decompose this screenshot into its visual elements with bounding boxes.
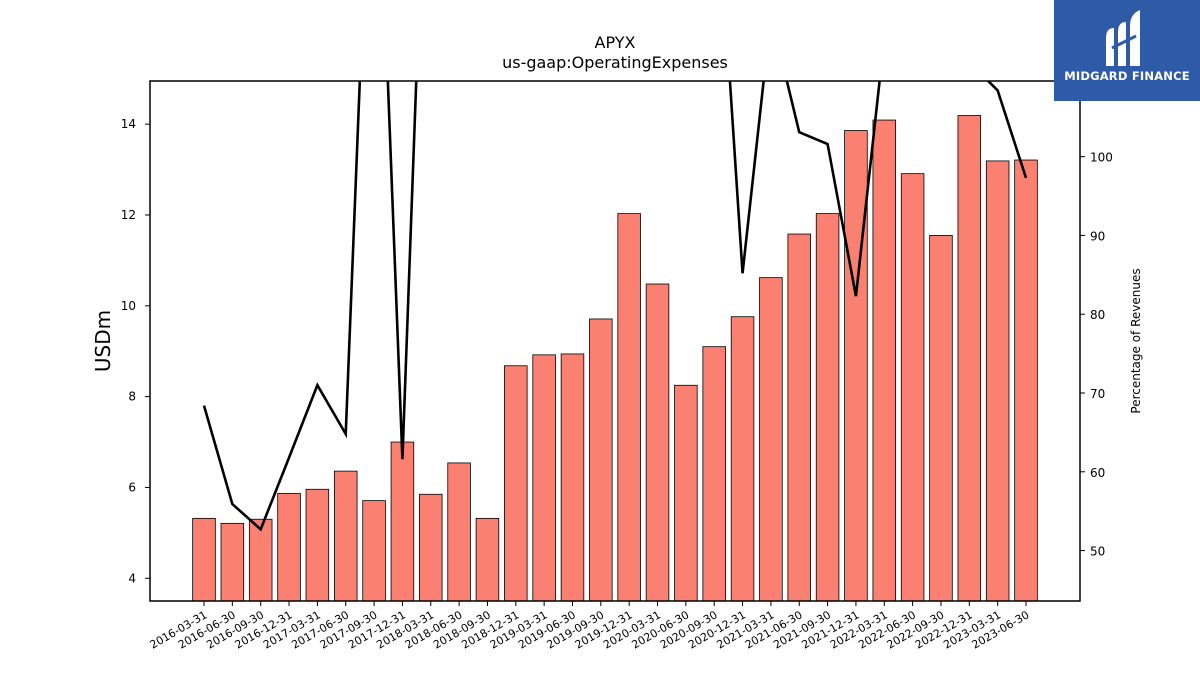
logo-text: MIDGARD FINANCE: [1064, 69, 1190, 83]
bar-2018-03-31: [419, 493, 443, 602]
bar-2017-06-30: [333, 470, 358, 602]
bar-2020-12-31: [730, 316, 755, 602]
bar-2021-09-30: [815, 213, 840, 602]
ytick-right-label: 80: [1090, 308, 1105, 322]
bar-2022-09-30: [929, 235, 953, 602]
chart-title: APYX: [595, 33, 636, 52]
bar-2021-06-30: [787, 233, 811, 602]
bar-2016-03-31: [192, 517, 216, 602]
midgard-logo-icon: [1106, 10, 1140, 66]
midgard-finance-logo: MIDGARD FINANCE: [1054, 0, 1200, 101]
ytick-label: 6: [128, 480, 136, 494]
bar-2016-06-30: [220, 522, 245, 602]
x-axis-ticks: 2016-03-312016-06-302016-09-302016-12-31…: [148, 601, 1032, 652]
right-axis-ticks: 50 60 70 80 90 100: [1080, 151, 1113, 559]
bar-2017-03-31: [305, 488, 330, 602]
bar-2022-03-31: [872, 119, 897, 602]
percentage-line: [202, 81, 1028, 532]
ytick-right-label: 60: [1090, 466, 1105, 480]
bar-2020-09-30: [702, 346, 726, 602]
bar-2023-03-31: [985, 160, 1010, 602]
ytick-right-label: 70: [1090, 387, 1105, 401]
bar-2020-03-31: [645, 283, 670, 602]
bar-2023-06-30: [1014, 159, 1038, 602]
bar-series: [192, 115, 1038, 602]
bar-2018-12-31: [504, 365, 528, 602]
y-axis-label: USDm: [91, 310, 115, 372]
chart-subtitle: us-gaap:OperatingExpenses: [502, 53, 728, 72]
bar-2019-12-31: [617, 213, 641, 602]
ytick-right-label: 100: [1090, 151, 1113, 165]
bar-2016-09-30: [248, 518, 273, 602]
ytick-label: 8: [128, 390, 136, 404]
bar-2019-03-31: [532, 354, 556, 602]
ytick-label: 12: [121, 208, 136, 222]
bar-2018-09-30: [475, 517, 500, 602]
y-axis-right-label: Percentage of Revenues: [1129, 268, 1143, 413]
plot-frame: [149, 80, 1081, 602]
ytick-label: 14: [121, 117, 136, 131]
bar-2022-06-30: [900, 173, 925, 602]
bar-2019-09-30: [589, 318, 613, 602]
bar-2016-12-31: [277, 492, 301, 602]
ytick-label: 4: [128, 571, 136, 585]
left-axis-ticks: 4 6 8 10 12 14: [121, 117, 150, 585]
ytick-right-label: 90: [1090, 229, 1105, 243]
bar-2019-06-30: [560, 353, 585, 602]
ytick-label: 10: [121, 299, 136, 313]
bar-2021-03-31: [759, 277, 783, 602]
ytick-right-label: 50: [1090, 545, 1105, 559]
bar-2017-09-30: [362, 500, 386, 602]
bar-2017-12-31: [390, 441, 415, 602]
bar-2021-12-31: [844, 130, 868, 602]
bar-2018-06-30: [447, 462, 471, 602]
bar-2022-12-31: [957, 115, 982, 602]
bar-2020-06-30: [674, 384, 698, 602]
